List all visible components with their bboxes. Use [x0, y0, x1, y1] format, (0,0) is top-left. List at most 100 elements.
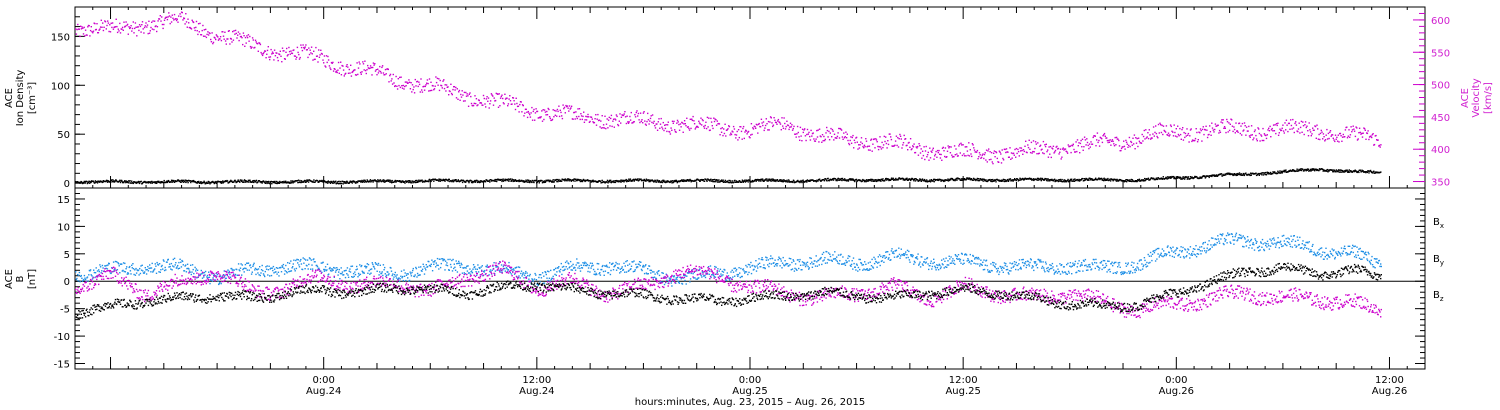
density-point [1074, 178, 1076, 180]
velocity-point [987, 150, 989, 152]
velocity-point [230, 38, 232, 40]
by-point [188, 268, 190, 270]
velocity-point [350, 64, 352, 66]
by-point [77, 280, 79, 282]
by-point [175, 262, 177, 264]
velocity-tick-label: 350 [1431, 178, 1450, 189]
by-point [117, 263, 120, 265]
density-point [292, 182, 294, 184]
velocity-point [1261, 139, 1263, 142]
velocity-point [1135, 137, 1137, 139]
density-point [1238, 172, 1241, 174]
density-point [96, 180, 98, 183]
density-point [483, 180, 486, 182]
density-point [470, 180, 472, 182]
velocity-point [94, 22, 96, 25]
density-point [300, 181, 302, 184]
velocity-point [1294, 122, 1296, 125]
velocity-point [119, 32, 122, 34]
density-point [557, 179, 560, 182]
velocity-point [84, 29, 87, 31]
density-point [106, 179, 108, 182]
by-point [254, 267, 257, 270]
velocity-point [487, 100, 489, 102]
by-point [208, 271, 210, 273]
velocity-point [568, 105, 571, 107]
density-point [543, 180, 546, 182]
velocity-point [1091, 143, 1094, 145]
by-point [249, 264, 252, 266]
by-point [256, 269, 258, 271]
by-point [86, 276, 89, 278]
velocity-point [747, 131, 749, 133]
density-point [1137, 179, 1139, 181]
density-point [279, 180, 281, 183]
velocity-point [877, 145, 879, 148]
density-point [801, 181, 803, 184]
density-point [905, 177, 907, 180]
density-point [257, 181, 259, 183]
velocity-point [953, 156, 955, 158]
density-point [494, 180, 497, 182]
density-point [1309, 169, 1311, 172]
velocity-point [1056, 145, 1058, 148]
velocity-point [307, 56, 309, 59]
velocity-point [370, 66, 372, 69]
density-point [914, 178, 916, 180]
velocity-point [1184, 132, 1187, 135]
density-point [716, 179, 718, 181]
velocity-point [808, 131, 810, 134]
velocity-point [286, 55, 289, 57]
by-point [185, 264, 187, 266]
density-point [112, 179, 114, 181]
density-point [1204, 175, 1206, 177]
velocity-point [721, 127, 723, 129]
density-point [1053, 178, 1056, 180]
velocity-point [921, 150, 924, 152]
density-point [751, 179, 754, 182]
velocity-point [769, 121, 771, 123]
velocity-point [657, 121, 659, 123]
velocity-point [1123, 145, 1126, 148]
velocity-point [814, 140, 817, 142]
density-point [1224, 173, 1226, 175]
density-point [331, 180, 333, 183]
density-point [228, 181, 230, 183]
density-point [915, 178, 917, 180]
velocity-point [936, 149, 939, 152]
velocity-point [1367, 130, 1369, 132]
density-point [157, 181, 159, 183]
density-point [330, 181, 333, 184]
velocity-point [435, 81, 438, 84]
velocity-point [1241, 122, 1244, 125]
velocity-point [691, 118, 693, 120]
density-point [1211, 175, 1213, 178]
velocity-point [1350, 126, 1352, 128]
velocity-point [411, 84, 414, 86]
velocity-point [377, 72, 380, 74]
velocity-point [1251, 134, 1253, 136]
density-point [1060, 180, 1063, 183]
velocity-point [423, 89, 426, 91]
velocity-point [587, 113, 589, 116]
velocity-point [1337, 134, 1339, 136]
by-point [86, 277, 88, 279]
velocity-point [958, 145, 960, 147]
density-point [83, 182, 85, 184]
velocity-point [652, 122, 655, 124]
density-point [467, 180, 470, 183]
density-point [300, 180, 303, 182]
velocity-point [991, 161, 993, 163]
velocity-point [1290, 124, 1293, 127]
velocity-point [1143, 129, 1145, 132]
velocity-point [840, 129, 843, 131]
density-point [171, 181, 173, 183]
density-point [1362, 170, 1364, 172]
velocity-point [305, 49, 308, 51]
velocity-point [1211, 122, 1213, 124]
density-point [625, 178, 627, 181]
velocity-point [1258, 128, 1260, 130]
velocity-point [179, 13, 181, 15]
density-point [664, 181, 667, 184]
density-tick-label: 50 [57, 130, 70, 141]
